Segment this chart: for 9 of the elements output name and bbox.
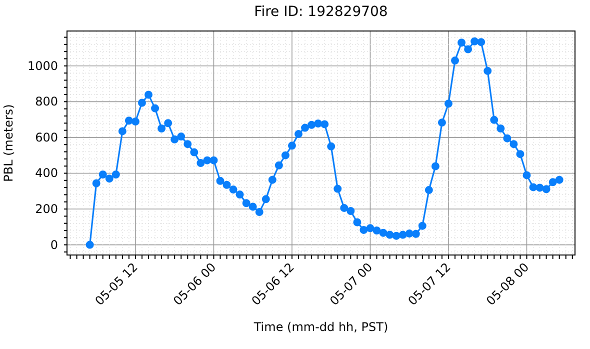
y-axis-title: PBL (meters)	[1, 104, 16, 182]
x-axis-title: Time (mm-dd hh, PST)	[252, 320, 390, 334]
y-tick-label: 800	[35, 94, 58, 109]
y-tick-label: 0	[50, 238, 58, 252]
y-tick-label: 1000	[27, 58, 58, 73]
y-tick-label: 200	[35, 202, 58, 216]
chart-title: Fire ID: 192829708	[253, 4, 389, 20]
y-tick-label: 400	[35, 166, 58, 180]
y-tick-label: 600	[35, 130, 58, 144]
